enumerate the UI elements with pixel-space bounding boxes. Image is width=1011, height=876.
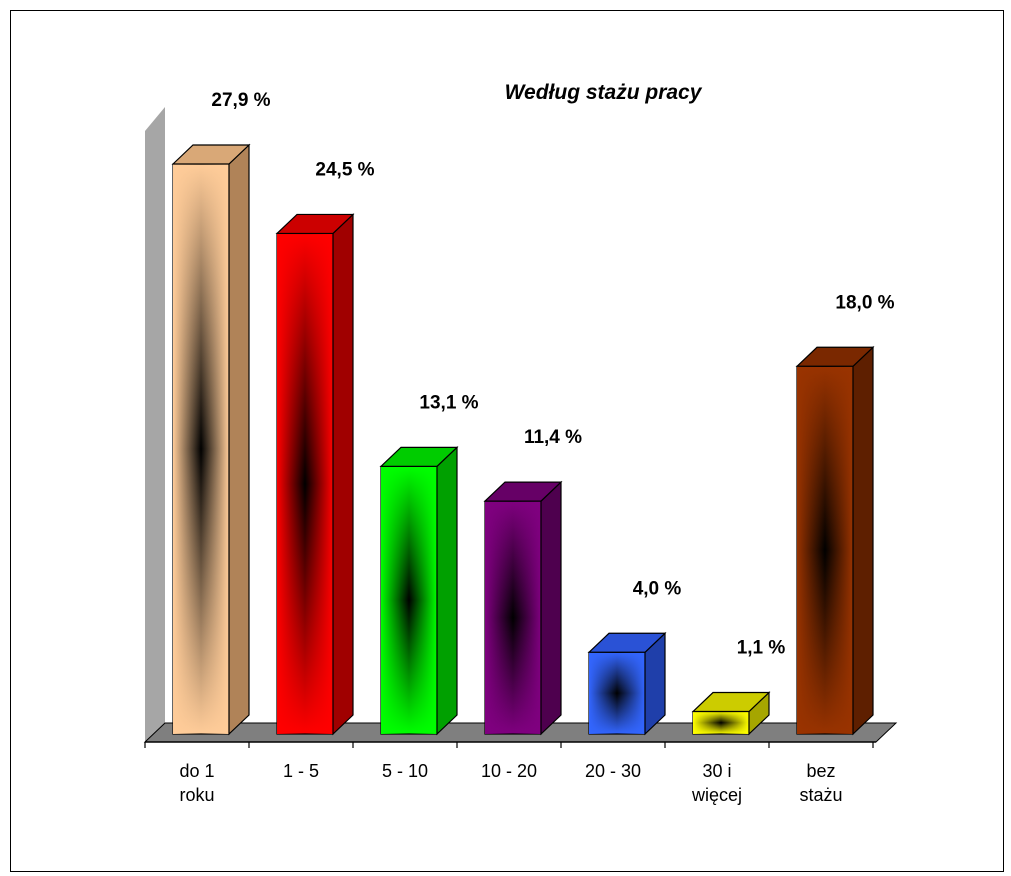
bar-side [436,445,458,736]
bar-top [171,144,251,165]
bar [691,691,771,736]
category-label: 30 i [702,761,731,781]
bar-front-highlight [277,233,333,734]
chart-frame: 27,9 % 24,5 % 13,1 % 11,4 % 4,0 % 1,1 % 18,0 %… [10,10,1004,872]
category-label: bez [806,761,835,781]
bar [795,345,875,736]
bar-side [332,213,354,736]
bar-top [275,213,355,235]
bar-front-highlight [589,652,645,734]
bar-top [691,691,771,713]
category-label: do 1 [179,761,214,781]
bar [379,445,459,736]
bar-front-highlight [173,164,229,734]
category-label: stażu [799,785,842,805]
bar-top [483,481,563,502]
bar-side [852,345,874,736]
data-label: 24,5 % [315,159,374,180]
bar [275,213,355,736]
data-label: 11,4 % [524,427,582,448]
category-label: roku [179,785,214,805]
bar-front-highlight [485,501,541,734]
chart-back-wall [145,107,165,742]
bar-front-highlight [381,466,437,734]
bar-chart: 27,9 % 24,5 % 13,1 % 11,4 % 4,0 % 1,1 % 18,0 %… [143,81,898,805]
category-label: 10 - 20 [481,761,537,781]
data-label: 13,1 % [419,392,478,413]
data-label: 27,9 % [211,90,270,111]
bar [171,143,251,736]
bar-top [587,632,667,653]
bar [483,480,563,736]
bar-top [379,446,459,467]
data-label: 1,1 % [737,638,786,659]
bar-side [228,143,250,736]
category-label: 1 - 5 [283,761,319,781]
data-label: 18,0 % [835,292,894,313]
bar-front-highlight [693,711,749,734]
chart-title: Według stażu pracy [505,81,703,104]
category-label: 5 - 10 [382,761,428,781]
data-label: 4,0 % [633,578,682,599]
bar-front-highlight [797,366,853,734]
category-label: więcej [691,785,742,805]
bar-top [795,346,875,367]
bar [587,631,667,736]
bar-side [540,480,562,736]
category-label: 20 - 30 [585,761,641,781]
